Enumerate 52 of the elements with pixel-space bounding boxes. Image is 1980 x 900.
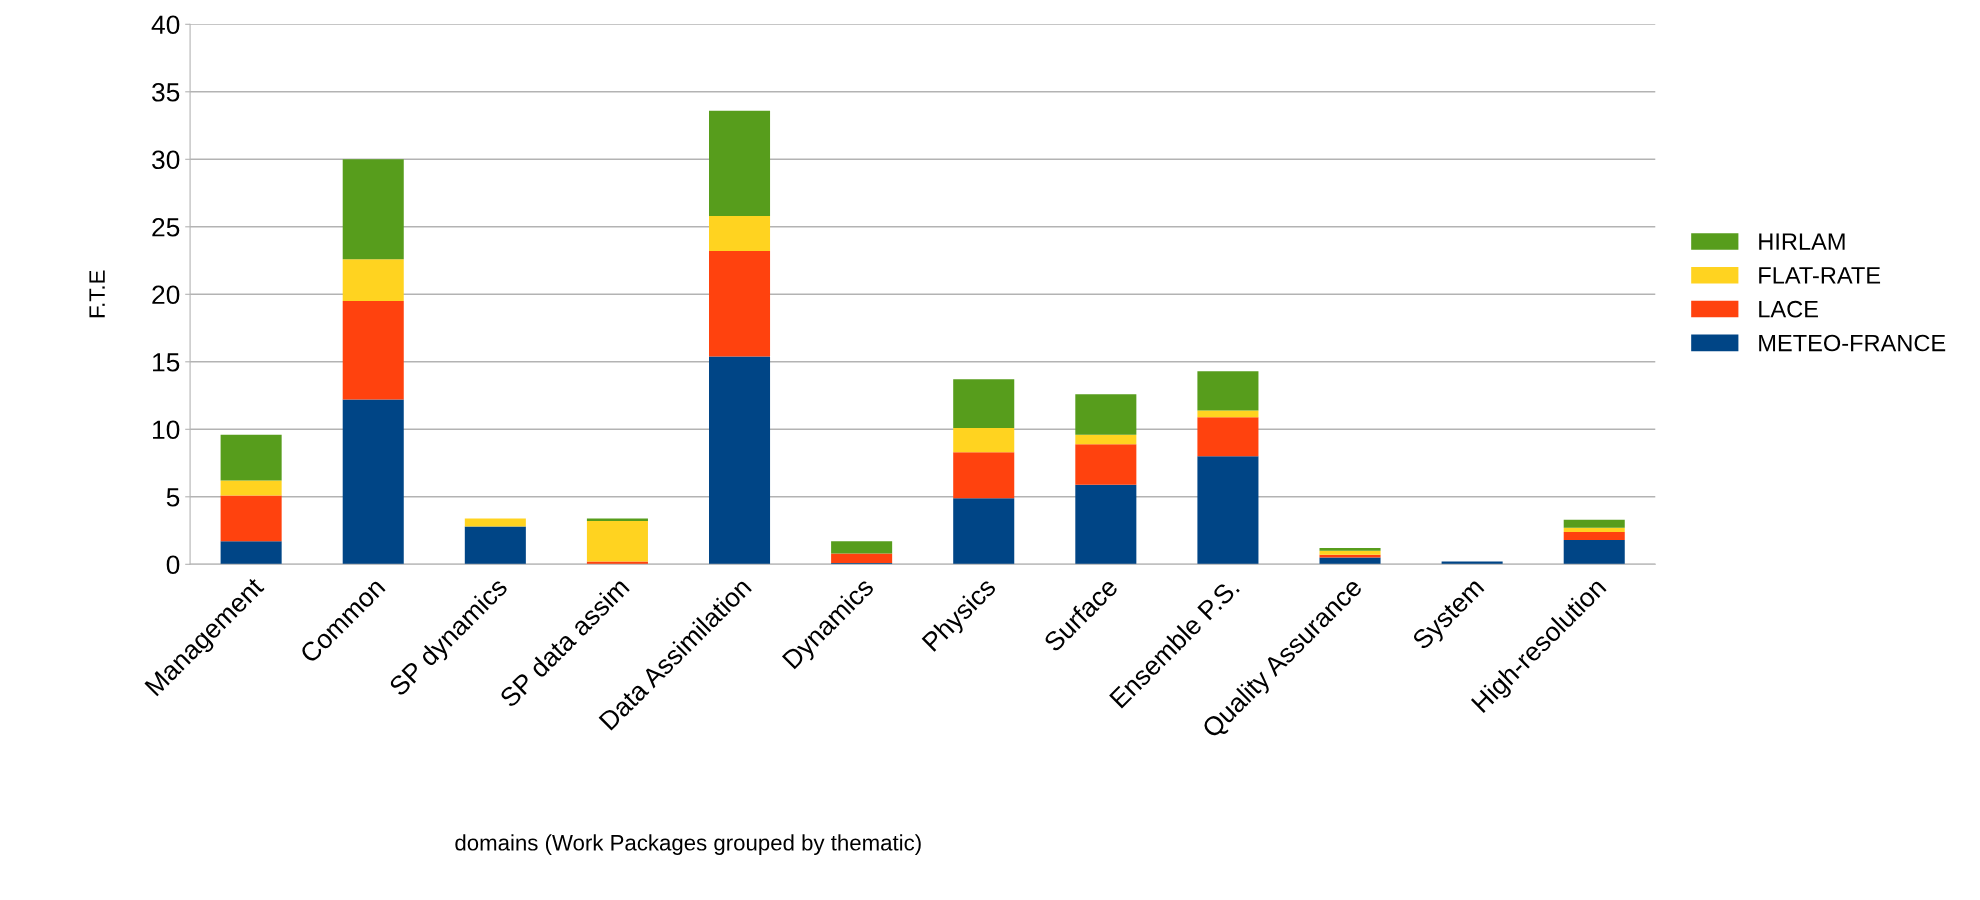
bar bbox=[1197, 417, 1259, 457]
bar bbox=[464, 526, 526, 565]
bar bbox=[1197, 371, 1259, 411]
legend-label: LACE bbox=[1759, 300, 1818, 318]
bar bbox=[1197, 410, 1259, 418]
legend-label: METEO-FRANCE bbox=[1759, 334, 1946, 352]
bar bbox=[342, 159, 404, 260]
bar bbox=[220, 480, 282, 496]
bar bbox=[1563, 540, 1625, 565]
y-tick-label: 25 bbox=[152, 217, 180, 237]
bar bbox=[709, 251, 771, 357]
bar bbox=[342, 399, 404, 565]
bar bbox=[1319, 554, 1381, 558]
bar bbox=[1075, 484, 1137, 565]
bar bbox=[586, 518, 648, 522]
legend-label: FLAT-RATE bbox=[1759, 267, 1881, 284]
bar bbox=[220, 434, 282, 481]
bar bbox=[709, 216, 771, 252]
bar bbox=[586, 521, 648, 562]
bar bbox=[220, 495, 282, 542]
bar bbox=[953, 379, 1015, 428]
bar bbox=[464, 518, 526, 527]
bar bbox=[1319, 550, 1381, 555]
bar bbox=[953, 452, 1015, 499]
bar bbox=[1563, 531, 1625, 540]
bar bbox=[709, 110, 771, 216]
y-tick-label: 30 bbox=[152, 150, 180, 170]
y-tick-label: 20 bbox=[152, 285, 180, 305]
y-axis-title: F.T.E bbox=[89, 270, 105, 318]
bar bbox=[1075, 444, 1137, 485]
bar bbox=[1319, 548, 1381, 551]
y-tick-label: 40 bbox=[151, 15, 180, 35]
bar bbox=[831, 541, 893, 554]
bar bbox=[1075, 434, 1137, 445]
bar bbox=[953, 498, 1015, 565]
bar bbox=[1075, 394, 1137, 435]
bar bbox=[220, 541, 282, 565]
bar bbox=[342, 259, 404, 302]
bar bbox=[953, 427, 1015, 453]
y-tick-label: 35 bbox=[152, 82, 180, 102]
bar bbox=[1197, 456, 1259, 565]
bar bbox=[831, 553, 893, 563]
bar bbox=[1563, 519, 1625, 528]
y-tick-label: 0 bbox=[166, 555, 180, 575]
x-axis-title: domains (Work Packages grouped by thematic) bbox=[455, 834, 921, 856]
bar bbox=[1563, 527, 1625, 532]
legend-label: HIRLAM bbox=[1759, 233, 1845, 250]
y-tick-label: 10 bbox=[153, 420, 180, 440]
y-tick-label: 5 bbox=[166, 488, 180, 507]
bar bbox=[709, 356, 771, 565]
y-tick-label: 15 bbox=[153, 353, 180, 372]
bar bbox=[342, 301, 404, 400]
